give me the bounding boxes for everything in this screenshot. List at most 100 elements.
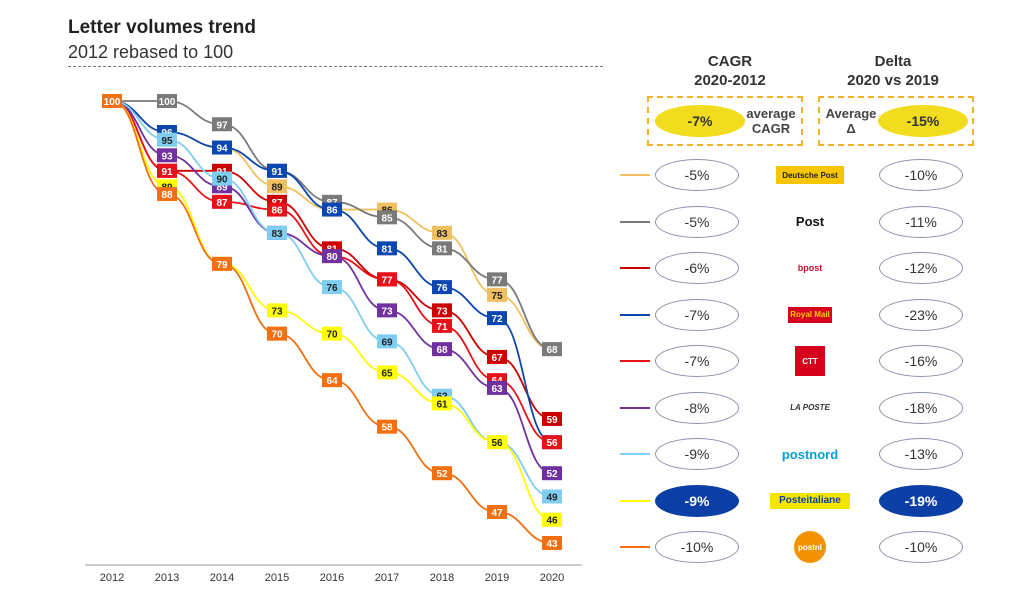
legend-swatch (620, 360, 650, 362)
data-label: 56 (542, 435, 562, 450)
data-label: 87 (212, 194, 232, 209)
x-tick-label: 2012 (100, 572, 124, 584)
data-label-box (542, 342, 562, 357)
average-cagr-box: -7% average CAGR (647, 96, 803, 146)
operator-logo: Deutsche Post (776, 166, 844, 184)
data-label-box (267, 163, 287, 178)
data-label: 79 (212, 256, 232, 271)
operator-logo-text: Royal Mail (790, 310, 830, 319)
data-label-box (322, 249, 342, 264)
operator-logo: bpost (770, 254, 850, 282)
delta-header: Delta 2020 vs 2019 (847, 53, 939, 89)
delta-pill: -11% (879, 205, 963, 238)
data-label-text: 63 (491, 384, 503, 395)
data-label-box (487, 435, 507, 450)
data-label: 52 (432, 466, 452, 481)
data-label-box (267, 225, 287, 240)
data-label-text: 73 (381, 306, 393, 317)
data-label-text: 90 (216, 175, 228, 186)
data-label-box (267, 303, 287, 318)
data-label: 59 (542, 411, 562, 426)
data-label-box (157, 163, 177, 178)
data-label-text: 81 (436, 244, 448, 255)
operator-logo: postnl (794, 531, 826, 563)
data-label-box (377, 241, 397, 256)
data-label-box (542, 512, 562, 527)
data-label-text: 77 (491, 275, 503, 286)
data-label: 52 (542, 466, 562, 481)
data-label-text: 52 (546, 469, 558, 480)
data-label: 89 (267, 179, 287, 194)
line-chart: 2012 2013 2014 2015 2016 2017 2018 2019 2020 100 9… (85, 94, 582, 584)
data-label-box (542, 536, 562, 550)
data-label-text: 71 (436, 322, 448, 333)
data-label-box (212, 117, 232, 132)
data-label: 80 (322, 249, 342, 264)
data-label-box (487, 349, 507, 364)
data-label-text: 89 (271, 182, 283, 193)
data-label-box (487, 311, 507, 326)
operator-logo-text: Post (795, 214, 825, 229)
series-line-post (111, 100, 553, 351)
data-label-text: 68 (546, 345, 558, 356)
operator-row: -8% LA POSTE -18% (610, 390, 970, 426)
legend-swatch (620, 313, 650, 316)
operator-row: -9% postnord -13% (610, 436, 970, 472)
data-label-box (432, 466, 452, 481)
data-label: 47 (487, 504, 507, 519)
data-label-text: 70 (271, 330, 283, 341)
data-label: 94 (212, 140, 232, 155)
x-tick-label: 2015 (265, 572, 289, 584)
data-label-box (377, 303, 397, 318)
data-label-text: 100 (104, 97, 121, 108)
legend-swatch (620, 220, 650, 223)
average-delta-value: -15% (878, 105, 968, 137)
data-label-box (432, 303, 452, 318)
data-label-box (102, 94, 122, 108)
data-label-text: 43 (546, 539, 558, 550)
data-label-box (432, 318, 452, 333)
average-delta-label: Average Δ (825, 106, 877, 136)
cagr-pill: -5% (655, 205, 739, 238)
operator-logo-text: Posteitaliane (779, 495, 841, 506)
x-tick-label: 2013 (155, 572, 179, 584)
operator-logo: Royal Mail (788, 306, 832, 323)
series-line-ctt (111, 100, 553, 444)
data-label: 68 (542, 342, 562, 357)
data-label: 97 (212, 117, 232, 132)
data-label: 85 (377, 210, 397, 225)
data-label: 70 (267, 326, 287, 341)
data-label: 77 (377, 272, 397, 287)
legend-swatch (620, 499, 650, 502)
delta-pill: -18% (879, 391, 963, 424)
data-label-text: 65 (381, 368, 393, 379)
operator-logo-text: bpost (797, 263, 823, 273)
data-label-box (487, 504, 507, 519)
data-label-box (432, 280, 452, 295)
data-label-box (377, 419, 397, 434)
data-label-text: 76 (436, 283, 448, 294)
data-label: 63 (487, 380, 507, 395)
average-cagr-label: average CAGR (746, 106, 796, 136)
series-line-postnord (111, 100, 553, 498)
data-label-text: 70 (326, 330, 338, 341)
data-label: 67 (487, 349, 507, 364)
x-tick-label: 2020 (540, 572, 564, 584)
data-label: 76 (322, 280, 342, 295)
operator-logo-text: LA POSTE (790, 403, 830, 412)
operator-row: -7% Royal Mail -23% (610, 297, 970, 333)
data-label-text: 61 (436, 399, 448, 410)
data-label-text: 73 (436, 306, 448, 317)
data-label: 91 (267, 163, 287, 178)
series-line-postnl (111, 100, 553, 544)
data-label: 68 (432, 342, 452, 357)
data-label: 73 (377, 303, 397, 318)
data-label-text: 79 (216, 260, 228, 271)
data-label-text: 52 (436, 469, 448, 480)
data-label: 46 (542, 512, 562, 527)
average-delta-box: Average Δ -15% (818, 96, 974, 146)
delta-pill: -10% (879, 159, 963, 191)
data-label-text: 76 (326, 283, 338, 294)
data-label: 56 (487, 435, 507, 450)
operator-row: -6% bpost -12% (610, 250, 970, 286)
